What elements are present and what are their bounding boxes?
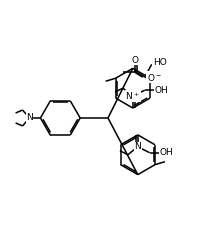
Text: O: O bbox=[131, 56, 138, 65]
Text: N: N bbox=[26, 114, 33, 123]
Text: O$^-$: O$^-$ bbox=[147, 72, 162, 83]
Text: HO: HO bbox=[153, 58, 166, 67]
Text: N$^+$: N$^+$ bbox=[126, 90, 140, 102]
Text: N: N bbox=[134, 142, 141, 151]
Text: OH: OH bbox=[155, 86, 168, 95]
Text: OH: OH bbox=[160, 148, 173, 157]
